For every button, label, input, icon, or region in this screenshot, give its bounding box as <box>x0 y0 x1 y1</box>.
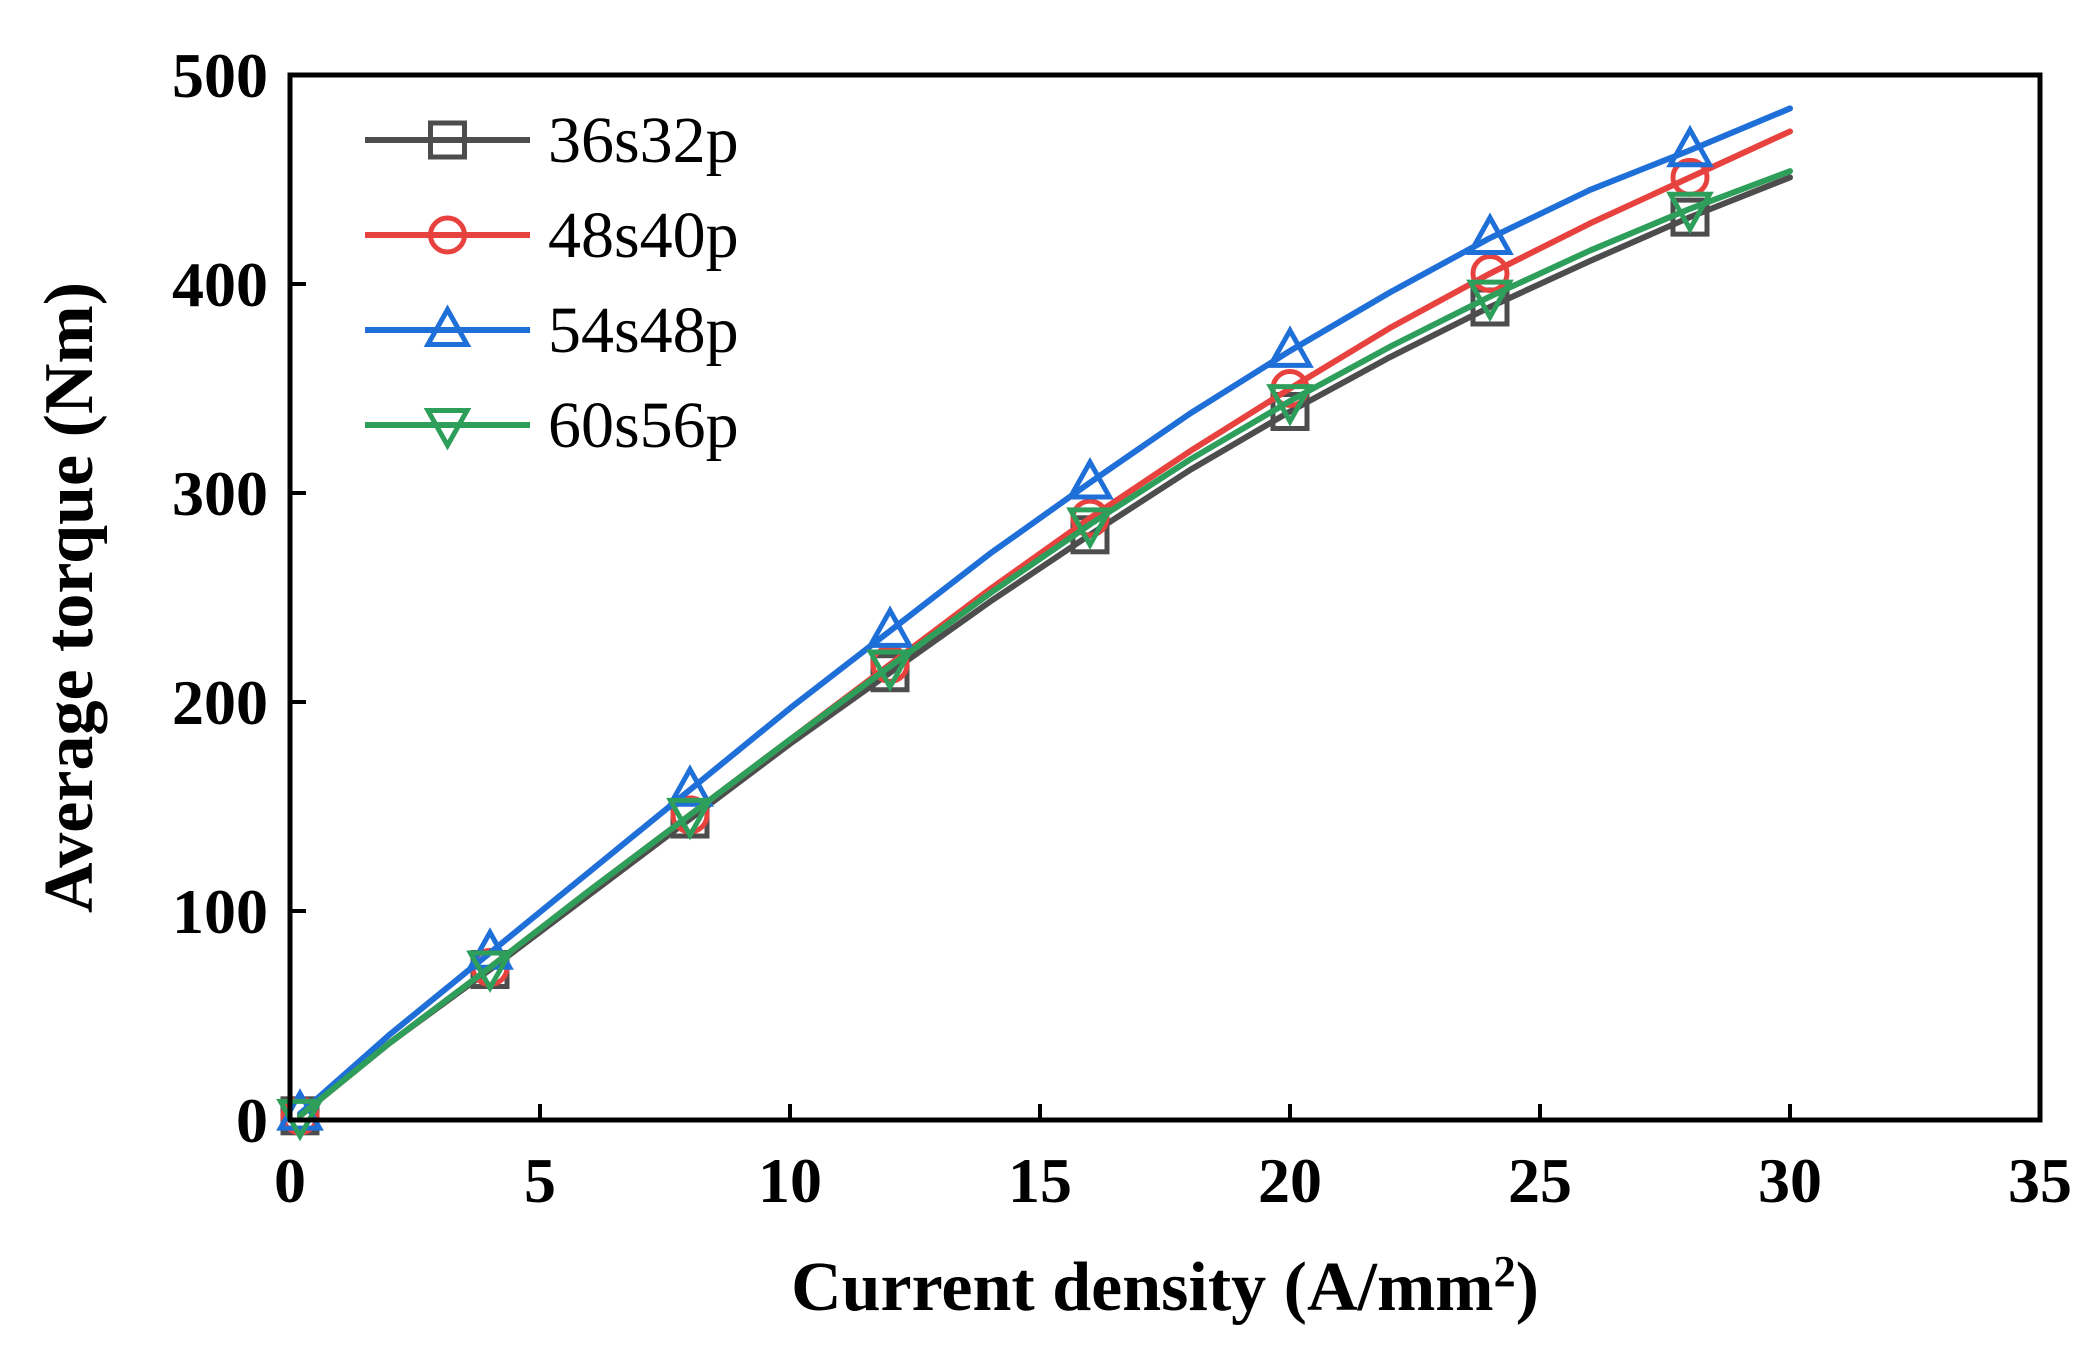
data-point-54s48p <box>1666 124 1714 168</box>
x-tick-label: 35 <box>2008 1145 2072 1216</box>
y-tick-label: 100 <box>172 876 268 947</box>
legend-item-36s32p: 36s32p <box>365 104 739 177</box>
axis-ticks: 0 5 10 15 20 25 30 35 0 100 200 300 400 500 <box>172 40 2072 1216</box>
x-axis-title: Current density (A/mm2) <box>791 1247 1539 1327</box>
x-tick-label: 20 <box>1258 1145 1322 1216</box>
data-point-54s48p <box>666 764 714 807</box>
x-tick-label: 15 <box>1008 1145 1072 1216</box>
data-point-54s48p <box>1266 325 1314 368</box>
plot-layer <box>276 105 1793 1142</box>
x-tick-label: 5 <box>524 1145 556 1216</box>
data-point-60s56p <box>466 950 514 993</box>
series-line-60s56p <box>297 168 1793 1119</box>
y-tick-label: 0 <box>236 1085 268 1156</box>
legend-label: 60s56p <box>548 389 739 462</box>
series-line-36s32p <box>297 174 1793 1119</box>
y-tick-label: 300 <box>172 458 268 529</box>
data-point-60s56p <box>1466 279 1514 323</box>
legend-label: 36s32p <box>548 104 739 177</box>
data-point-60s56p <box>1266 384 1314 427</box>
plot-frame <box>287 72 2043 1123</box>
data-point-60s56p <box>866 649 914 692</box>
y-tick-label: 500 <box>172 40 268 111</box>
series-36s32p <box>280 174 1793 1136</box>
legend-label: 54s48p <box>548 294 739 367</box>
x-tick-label: 10 <box>758 1145 822 1216</box>
legend-item-60s56p: 60s56p <box>365 389 739 462</box>
legend-marker <box>423 304 472 347</box>
x-tick-label: 30 <box>1758 1145 1822 1216</box>
y-tick-label: 200 <box>172 667 268 738</box>
data-point-54s48p <box>1466 212 1514 255</box>
legend-label: 48s40p <box>548 199 739 272</box>
y-tick-label: 400 <box>172 249 268 320</box>
legend: 36s32p 48s40p 54s48p 60s56p <box>365 104 739 462</box>
series-60s56p <box>276 168 1793 1142</box>
legend-marker <box>428 215 467 255</box>
series-54s48p <box>276 105 1793 1131</box>
x-tick-label: 25 <box>1508 1145 1572 1216</box>
data-point-54s48p <box>1066 457 1114 500</box>
legend-item-48s40p: 48s40p <box>365 199 739 272</box>
series-line-54s48p <box>297 105 1793 1117</box>
data-point-60s56p <box>666 797 714 841</box>
x-axis-title-superscript: 2 <box>1494 1247 1516 1296</box>
legend-marker <box>423 408 472 451</box>
x-tick-label: 0 <box>274 1145 306 1216</box>
legend-marker <box>428 120 467 160</box>
series-line-48s40p <box>297 128 1793 1119</box>
data-point-48s40p <box>1470 254 1510 294</box>
data-point-60s56p <box>1066 507 1114 550</box>
y-axis-title: Average torque (Nm) <box>31 282 108 913</box>
data-point-60s56p <box>1666 191 1714 235</box>
x-axis-title-text: Current density (A/mm <box>791 1249 1494 1326</box>
x-axis-title-end: ) <box>1516 1249 1539 1326</box>
data-point-54s48p <box>866 605 914 648</box>
legend-item-54s48p: 54s48p <box>365 294 739 367</box>
